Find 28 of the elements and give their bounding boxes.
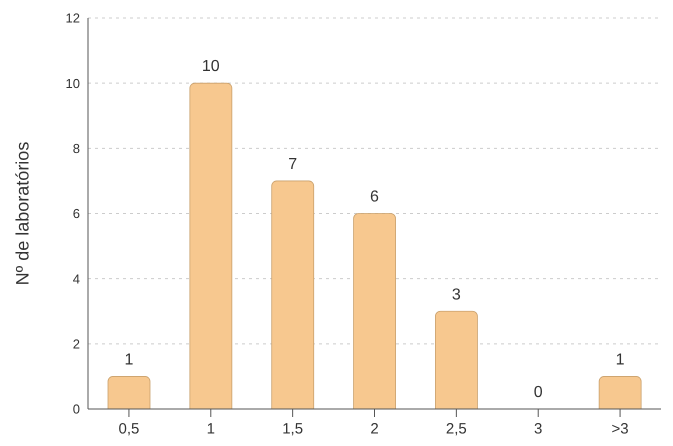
data-label: 1: [124, 351, 134, 368]
x-tick-label: 2: [370, 420, 379, 438]
data-label: 10: [202, 58, 220, 76]
y-tick-label: 12: [66, 10, 80, 26]
data-label: 6: [370, 188, 380, 206]
x-tick-label: 2,5: [446, 420, 467, 438]
bar: [353, 213, 396, 409]
bar: [271, 180, 314, 409]
x-tick-label: 1,5: [282, 420, 304, 438]
data-label: 7: [288, 156, 298, 173]
x-tick-label: 3: [534, 420, 542, 438]
data-label: 0: [534, 384, 543, 401]
data-label: 1: [616, 351, 625, 368]
bar: [108, 376, 150, 409]
bar: [435, 310, 478, 409]
bar: [598, 376, 642, 409]
y-axis-title: Nº de laboratórios: [12, 142, 32, 286]
x-tick-label: 0,5: [118, 420, 140, 438]
y-tick-label: 0: [72, 402, 80, 417]
y-tick-label: 6: [72, 206, 80, 222]
bar: [189, 82, 232, 409]
y-tick-label: 10: [66, 76, 80, 91]
data-label: 3: [452, 286, 461, 304]
y-tick-label: 4: [72, 271, 80, 286]
y-tick-label: 2: [72, 336, 80, 352]
x-tick-label: >3: [612, 420, 629, 438]
y-tick-label: 8: [72, 140, 80, 156]
x-tick-label: 1: [206, 420, 215, 438]
